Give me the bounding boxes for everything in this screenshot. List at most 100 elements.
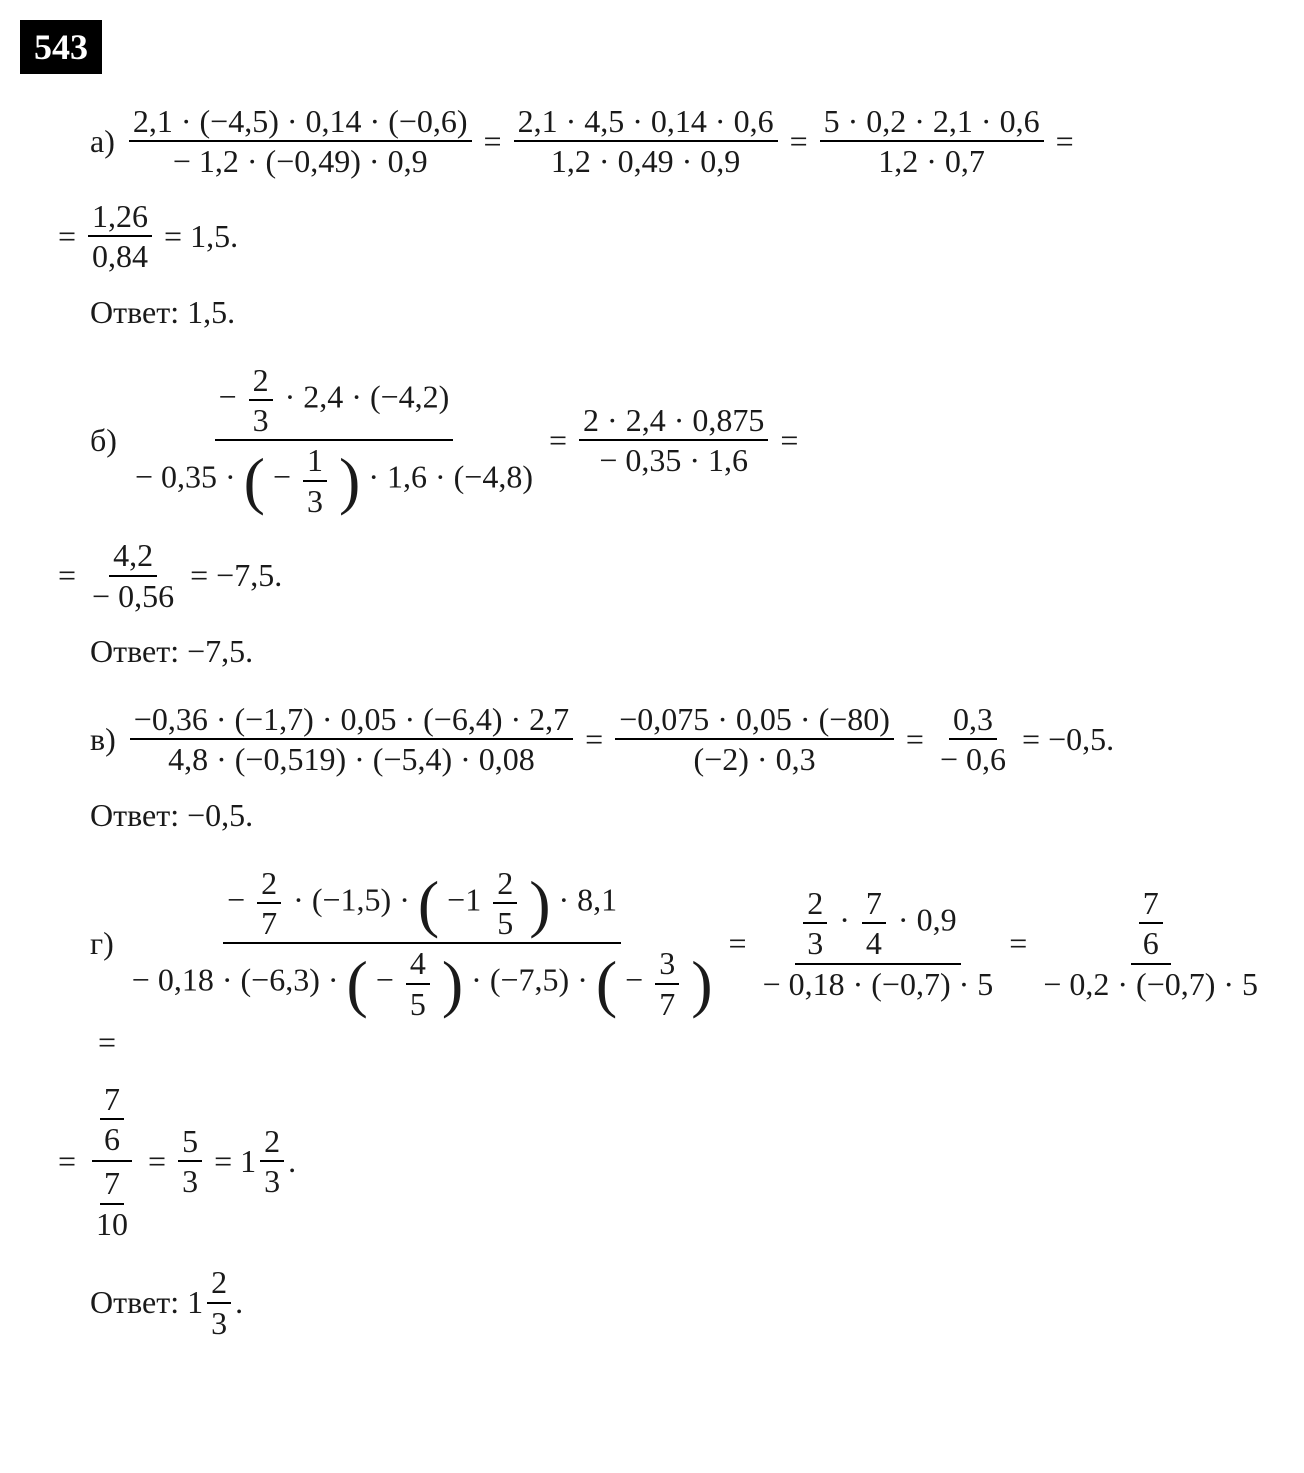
answer-label: Ответ:	[90, 633, 179, 669]
frac-den: 3	[178, 1162, 202, 1200]
frac-num: 2 3 · 7 4 · 0,9	[795, 884, 960, 965]
part-d-frac3: 7 6 − 0,2 · (−0,7) · 5	[1039, 884, 1262, 1003]
answer-label: Ответ:	[90, 1283, 179, 1321]
part-d-complex-frac: 7 6 7 10	[84, 1078, 140, 1246]
equals: =	[164, 217, 182, 255]
inner-num: 1	[303, 441, 327, 481]
frac-num: −0,075 · 0,05 · (−80)	[615, 700, 894, 740]
equals: =	[780, 421, 798, 459]
frac-num: 2	[260, 1122, 284, 1162]
part-d-frac5: 5 3	[178, 1122, 202, 1201]
equals: =	[148, 1142, 166, 1180]
frac-den: − 0,35 · 1,6	[595, 441, 752, 479]
equals: =	[58, 217, 76, 255]
frac-num: −0,36 · (−1,7) · 0,05 · (−6,4) · 2,7	[130, 700, 573, 740]
part-d-frac2: 2 3 · 7 4 · 0,9 − 0,18 · (−0,7) · 5	[759, 884, 998, 1003]
part-d-label: г)	[90, 924, 114, 962]
lparen: (	[244, 445, 265, 516]
inner-den: 7	[257, 904, 281, 942]
part-b-result: −7,5.	[216, 556, 282, 594]
answer-label: Ответ:	[90, 294, 179, 330]
equals: =	[58, 556, 76, 594]
frac-den: 4,8 · (−0,519) · (−5,4) · 0,08	[164, 740, 539, 778]
answer-value: −7,5.	[187, 633, 253, 669]
inner-num: 7	[862, 884, 886, 924]
equals: =	[98, 1023, 116, 1061]
answer-value: 1,5.	[187, 294, 235, 330]
frac-num: 4,2	[109, 536, 157, 576]
text: · 1,6 · (−4,8)	[368, 459, 533, 495]
part-c-label: в)	[90, 720, 116, 758]
equals: =	[790, 122, 808, 160]
frac-num: 0,3	[949, 700, 997, 740]
inner-frac: 3 7	[655, 944, 679, 1023]
part-a-row2: = 1,26 0,84 = 1,5.	[50, 197, 1284, 276]
frac-den: (−2) · 0,3	[690, 740, 820, 778]
part-a-frac1: 2,1 · (−4,5) · 0,14 · (−0,6) − 1,2 · (−0…	[129, 102, 472, 181]
inner-frac: 2 5	[493, 864, 517, 943]
inner-den: 6	[1139, 924, 1163, 962]
frac-den: 0,84	[88, 237, 152, 275]
frac-num: 2	[207, 1263, 231, 1303]
part-c-result: −0,5.	[1048, 720, 1114, 758]
part-c-frac3: 0,3 − 0,6	[936, 700, 1010, 779]
mixed-whole: 1	[240, 1142, 256, 1180]
frac-num: − 2 3 · 2,4 · (−4,2)	[215, 361, 454, 442]
frac-num: 2,1 · (−4,5) · 0,14 · (−0,6)	[129, 102, 472, 142]
inner-num: 7	[1139, 884, 1163, 924]
part-a-frac3: 5 · 0,2 · 2,1 · 0,6 1,2 · 0,7	[820, 102, 1044, 181]
frac-den: − 0,35 · ( − 1 3 ) · 1,6 · (−4,8)	[131, 441, 537, 520]
part-a-frac2: 2,1 · 4,5 · 0,14 · 0,6 1,2 · 0,49 · 0,9	[514, 102, 778, 181]
part-b-frac3: 4,2 − 0,56	[88, 536, 178, 615]
lparen: (	[596, 948, 617, 1019]
part-d-answer: Ответ: 1 2 3 .	[90, 1263, 1284, 1342]
inner-frac: 2 3	[803, 884, 827, 963]
text: · 8,1	[559, 881, 618, 917]
part-a-result: 1,5.	[190, 217, 238, 255]
inner-num: 2	[249, 361, 273, 401]
inner-frac: 1 3	[303, 441, 327, 520]
inner-frac: 7 6	[1139, 884, 1163, 963]
equals: =	[190, 556, 208, 594]
rparen: )	[339, 445, 360, 516]
frac-num: 2,1 · 4,5 · 0,14 · 0,6	[514, 102, 778, 142]
text: − 0,18 · (−6,3) ·	[132, 962, 339, 998]
part-b-row1: б) − 2 3 · 2,4 · (−4,2) − 0,35 · ( − 1 3…	[90, 361, 1284, 521]
frac-den: − 0,2 · (−0,7) · 5	[1039, 965, 1262, 1003]
frac-num: − 2 7 · (−1,5) · ( −1 2 5 ) · 8,1	[223, 864, 621, 945]
text: · (−7,5) ·	[471, 962, 588, 998]
inner-num: 2	[803, 884, 827, 924]
frac-den: − 0,56	[88, 577, 178, 615]
neg-sign: −	[625, 962, 643, 998]
inner-frac: 4 5	[406, 944, 430, 1023]
period: .	[288, 1142, 296, 1180]
text: · (−1,5) ·	[293, 881, 410, 917]
rparen: )	[442, 948, 463, 1019]
equals: =	[549, 421, 567, 459]
inner-frac: 2 7	[257, 864, 281, 943]
rparen: )	[691, 948, 712, 1019]
equals: =	[906, 720, 924, 758]
part-d-row1: г) − 2 7 · (−1,5) · ( −1 2 5 ) · 8,1 − 0…	[90, 864, 1284, 1062]
part-b-answer: Ответ: −7,5.	[90, 633, 1284, 670]
inner-den: 10	[92, 1205, 132, 1243]
equals: =	[1022, 720, 1040, 758]
problem-number-box: 543	[20, 20, 102, 74]
inner-den: 3	[249, 401, 273, 439]
inner-num: 2	[257, 864, 281, 904]
part-a-label: а)	[90, 122, 115, 160]
equals: =	[729, 924, 747, 962]
frac-den: 1,2 · 0,7	[874, 142, 989, 180]
part-c-frac2: −0,075 · 0,05 · (−80) (−2) · 0,3	[615, 700, 894, 779]
neg-sign: −	[227, 881, 245, 917]
mixed-whole: 1	[187, 1283, 203, 1321]
part-d-row2: = 7 6 7 10 = 5 3 = 1 2 3 .	[50, 1078, 1284, 1246]
answer-label: Ответ:	[90, 797, 179, 833]
equals: =	[58, 1142, 76, 1180]
equals: =	[1009, 924, 1027, 962]
lparen: (	[418, 867, 439, 938]
frac-den: − 1,2 · (−0,49) · 0,9	[169, 142, 432, 180]
part-b-row2: = 4,2 − 0,56 = −7,5.	[50, 536, 1284, 615]
frac-num: 7 6	[1131, 884, 1171, 965]
part-c-row1: в) −0,36 · (−1,7) · 0,05 · (−6,4) · 2,7 …	[90, 700, 1284, 779]
